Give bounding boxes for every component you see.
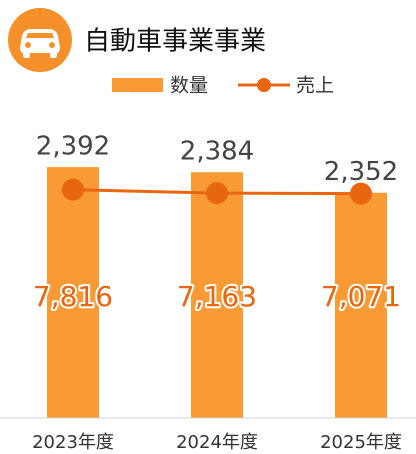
bar-value-label: 2,392 xyxy=(36,132,110,162)
bar xyxy=(191,172,243,418)
line-value-label: 7,071 xyxy=(321,280,401,313)
line-point xyxy=(206,182,228,205)
line-point xyxy=(350,182,372,205)
line-point xyxy=(62,178,84,201)
bar xyxy=(47,167,99,418)
bar-value-label: 2,384 xyxy=(180,137,254,167)
legend-label: 売上 xyxy=(296,75,334,97)
chart-title: 自動車事業事業 xyxy=(84,27,266,57)
legend-swatch xyxy=(257,78,271,92)
title-icon xyxy=(8,8,72,72)
legend-label: 数量 xyxy=(170,75,208,97)
line-value-label: 7,163 xyxy=(177,280,257,313)
x-tick-label: 2023年度 xyxy=(32,432,114,453)
bar xyxy=(335,192,387,418)
x-tick-label: 2024年度 xyxy=(176,432,258,453)
legend-swatch xyxy=(112,78,163,92)
line-value-label: 7,816 xyxy=(33,280,113,313)
bar-value-label: 2,352 xyxy=(324,157,398,187)
x-tick-label: 2025年度 xyxy=(320,432,402,453)
